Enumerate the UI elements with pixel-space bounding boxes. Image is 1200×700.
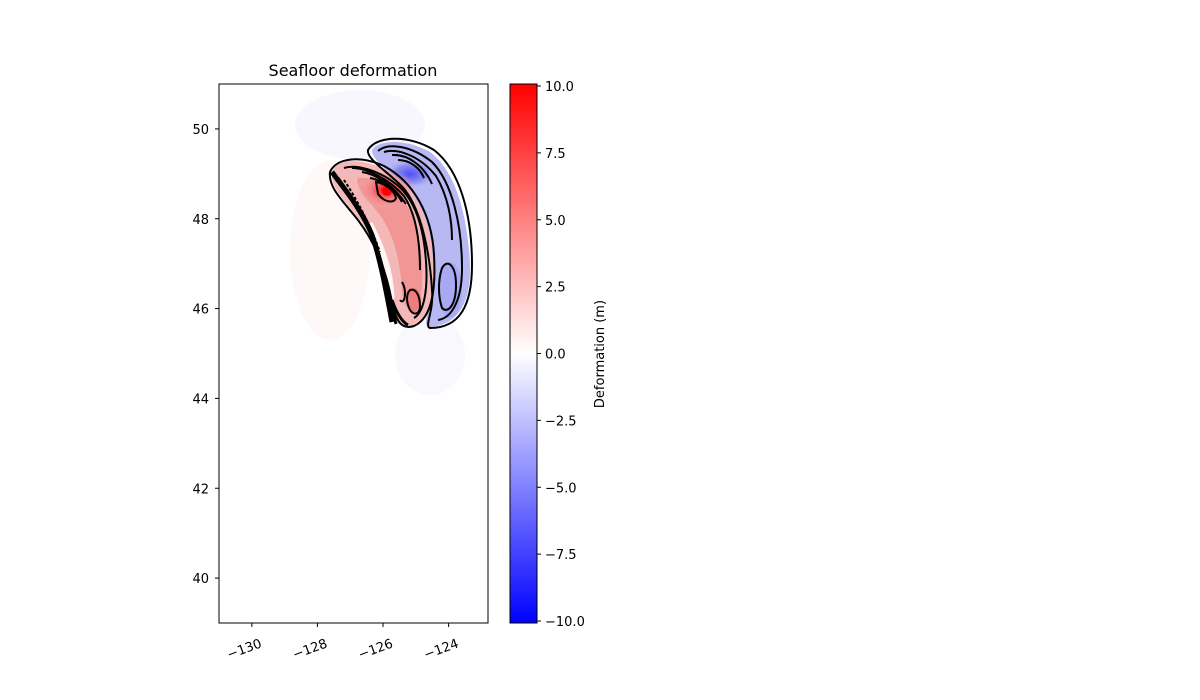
- contour-uplift-2: [351, 167, 421, 271]
- contour-uplift-outer: [328, 158, 436, 328]
- colorbar-tick-label: 0.0: [545, 348, 566, 363]
- colorbar-gradient: [509, 83, 538, 624]
- colorbar-label: Deformation (m): [593, 300, 608, 408]
- faint-haze-south: [395, 315, 465, 395]
- colorbar-tick-label: 2.5: [545, 281, 566, 296]
- y-tick-label: 46: [192, 303, 209, 318]
- contour-subsidence-1: [377, 145, 464, 321]
- contour-subsidence-3: [391, 153, 433, 185]
- chart-title: Seafloor deformation: [269, 61, 438, 80]
- uplift-ridge: [357, 177, 423, 310]
- y-tick-label: 48: [192, 213, 209, 228]
- y-tick-label: 40: [192, 572, 209, 587]
- contour-subsidence-4: [397, 159, 425, 179]
- contour-uplift-1: [343, 165, 428, 319]
- contour-uplift-inner: [406, 288, 422, 315]
- plot-area: [218, 83, 489, 624]
- y-axis: 40 42 44 46 48 50: [192, 123, 219, 587]
- contour-edge-cluster: [329, 170, 409, 327]
- edge-contour-2: [336, 177, 398, 325]
- contour-uplift-inner-2: [399, 281, 407, 303]
- contour-subsidence-2: [383, 150, 453, 241]
- colorbar-tick-label: 5.0: [545, 214, 566, 229]
- edge-contour-3: [343, 179, 381, 253]
- edge-contour-4: [390, 299, 409, 327]
- plot-frame: [218, 83, 489, 624]
- x-tick-label: −130: [225, 637, 264, 663]
- colorbar-tick-label: −10.0: [545, 615, 585, 630]
- colorbar-ticks: 10.0 7.5 5.0 2.5 0.0 −2.5 −5.0 −7.5 −10.0: [537, 80, 585, 630]
- y-tick-label: 50: [192, 123, 209, 138]
- colorbar-tick-label: −2.5: [545, 414, 577, 429]
- y-tick-label: 44: [192, 392, 209, 407]
- contour-uplift-3: [361, 171, 407, 205]
- contour-subsidence-south: [438, 262, 458, 311]
- x-axis: −130 −128 −126 −124: [225, 623, 461, 663]
- x-tick-label: −126: [356, 637, 395, 663]
- colorbar-tick-label: −7.5: [545, 548, 577, 563]
- colorbar-tick-label: 10.0: [545, 80, 574, 95]
- contour-lines: [328, 137, 474, 330]
- contour-uplift-5: [374, 180, 398, 203]
- x-tick-label: −124: [422, 637, 461, 663]
- x-tick-label: −128: [291, 637, 330, 663]
- y-tick-label: 42: [192, 482, 209, 497]
- contour-subsidence-outer: [367, 137, 474, 330]
- colorbar-tick-label: −5.0: [545, 481, 577, 496]
- colorbar: 10.0 7.5 5.0 2.5 0.0 −2.5 −5.0 −7.5 −10.0 Deform…: [509, 80, 608, 630]
- colorbar-tick-label: 7.5: [545, 147, 566, 162]
